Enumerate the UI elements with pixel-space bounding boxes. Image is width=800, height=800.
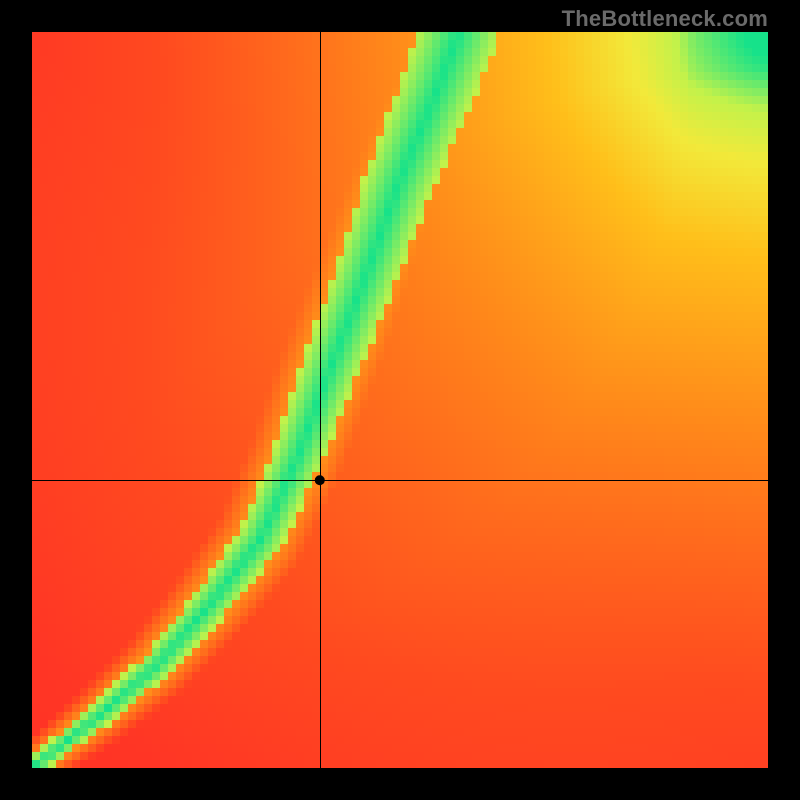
heatmap-canvas	[32, 32, 768, 768]
watermark-text: TheBottleneck.com	[562, 6, 768, 32]
heatmap-plot	[32, 32, 768, 768]
